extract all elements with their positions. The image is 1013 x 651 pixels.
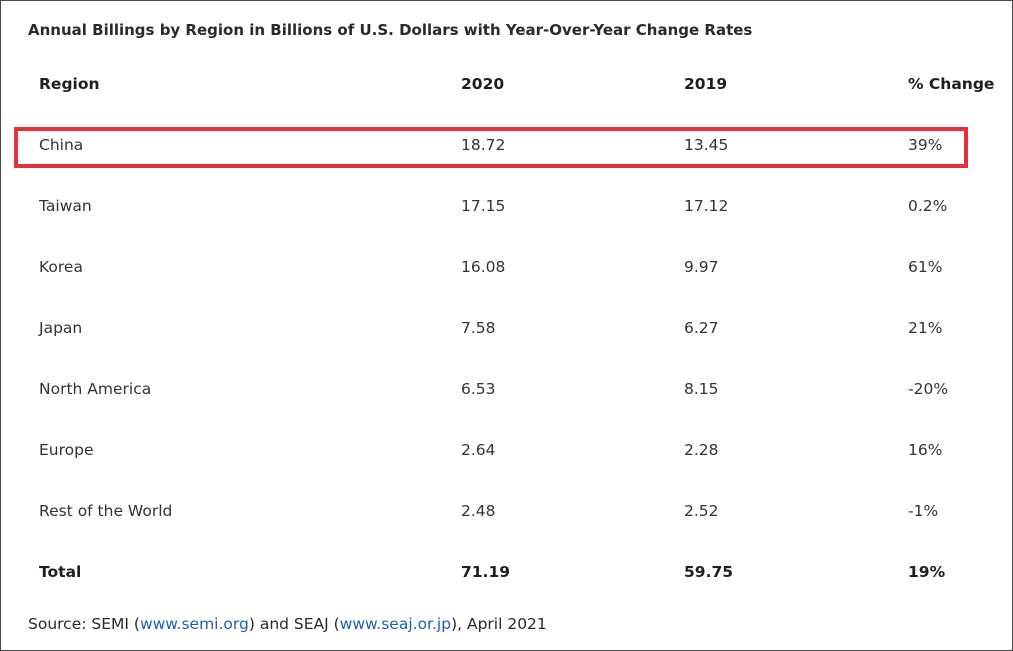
semi-link[interactable]: www.semi.org bbox=[139, 615, 249, 633]
total-label: Total bbox=[39, 562, 82, 581]
header-2020: 2020 bbox=[461, 74, 505, 93]
cell-percent-change: -1% bbox=[908, 501, 939, 520]
cell-region: Japan bbox=[39, 318, 83, 337]
cell-2019: 13.45 bbox=[684, 135, 729, 154]
table-row: Korea 16.08 9.97 61% bbox=[17, 236, 1003, 297]
cell-2020: 17.15 bbox=[461, 196, 506, 215]
table-row: Rest of the World 2.48 2.52 -1% bbox=[17, 480, 1003, 541]
cell-percent-change: -20% bbox=[908, 379, 949, 398]
total-2020: 71.19 bbox=[461, 562, 511, 581]
cell-2019: 8.15 bbox=[684, 379, 719, 398]
cell-percent-change: 16% bbox=[908, 440, 943, 459]
total-2019: 59.75 bbox=[684, 562, 734, 581]
cell-2019: 2.52 bbox=[684, 501, 719, 520]
table-title: Annual Billings by Region in Billions of… bbox=[28, 21, 753, 39]
header-percent-change: % Change bbox=[908, 74, 995, 93]
cell-2020: 16.08 bbox=[461, 257, 506, 276]
cell-region: Korea bbox=[39, 257, 83, 276]
table-row: North America 6.53 8.15 -20% bbox=[17, 358, 1003, 419]
cell-2020: 6.53 bbox=[461, 379, 496, 398]
cell-2020: 2.48 bbox=[461, 501, 496, 520]
cell-region: Rest of the World bbox=[39, 501, 173, 520]
cell-2019: 17.12 bbox=[684, 196, 729, 215]
table-row: Europe 2.64 2.28 16% bbox=[17, 419, 1003, 480]
cell-region: Taiwan bbox=[39, 196, 92, 215]
table-row: Japan 7.58 6.27 21% bbox=[17, 297, 1003, 358]
cell-2020: 18.72 bbox=[461, 135, 506, 154]
cell-percent-change: 61% bbox=[908, 257, 943, 276]
source-suffix: ), April 2021 bbox=[451, 615, 547, 633]
cell-percent-change: 0.2% bbox=[908, 196, 948, 215]
seaj-link[interactable]: www.seaj.or.jp bbox=[339, 615, 452, 633]
header-region: Region bbox=[39, 74, 100, 93]
cell-2019: 2.28 bbox=[684, 440, 719, 459]
cell-region: North America bbox=[39, 379, 152, 398]
table-row: China 18.72 13.45 39% bbox=[17, 114, 1003, 175]
header-2019: 2019 bbox=[684, 74, 728, 93]
total-row: Total 71.19 59.75 19% bbox=[17, 541, 1003, 602]
source-middle: ) and SEAJ ( bbox=[248, 615, 340, 633]
cell-region: Europe bbox=[39, 440, 94, 459]
source-note: Source: SEMI (www.semi.org) and SEAJ (ww… bbox=[28, 615, 547, 633]
total-percent-change: 19% bbox=[908, 562, 946, 581]
cell-percent-change: 39% bbox=[908, 135, 943, 154]
cell-region: China bbox=[39, 135, 84, 154]
cell-2020: 7.58 bbox=[461, 318, 496, 337]
billings-table: Region 2020 2019 % Change China 18.72 13… bbox=[17, 53, 1003, 602]
cell-2019: 9.97 bbox=[684, 257, 719, 276]
table-row: Taiwan 17.15 17.12 0.2% bbox=[17, 175, 1003, 236]
cell-2020: 2.64 bbox=[461, 440, 496, 459]
table-header-row: Region 2020 2019 % Change bbox=[17, 53, 1003, 114]
cell-percent-change: 21% bbox=[908, 318, 943, 337]
source-prefix: Source: SEMI ( bbox=[28, 615, 140, 633]
cell-2019: 6.27 bbox=[684, 318, 719, 337]
